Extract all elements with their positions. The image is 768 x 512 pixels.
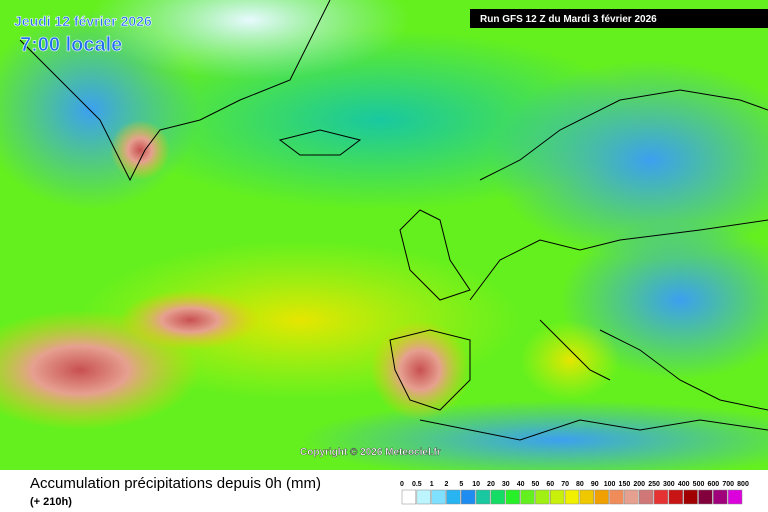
legend-swatch <box>683 489 698 505</box>
legend-label: 150 <box>619 481 631 488</box>
legend-label: 90 <box>591 481 599 488</box>
legend-swatch <box>579 489 594 505</box>
legend-label: 0.5 <box>412 481 422 488</box>
legend-swatch <box>550 489 565 505</box>
legend-label: 70 <box>561 481 569 488</box>
legend-label: 40 <box>517 481 525 488</box>
legend-label: 0 <box>400 481 404 488</box>
legend-label: 20 <box>487 481 495 488</box>
coastlines <box>19 0 768 441</box>
legend-swatch <box>727 489 743 505</box>
forecast-date: Jeudi 12 février 2026 <box>14 13 152 29</box>
legend-swatch <box>638 489 654 505</box>
legend-label: 400 <box>678 481 690 488</box>
legend-swatch <box>416 489 431 505</box>
legend-label: 600 <box>708 481 720 488</box>
forecast-time: 7:00 locale <box>20 34 122 56</box>
run-info: Run GFS 12 Z du Mardi 3 février 2026 <box>480 14 657 25</box>
legend-label: 50 <box>532 481 540 488</box>
legend-swatch <box>653 489 669 505</box>
legend-label: 700 <box>722 481 734 488</box>
legend-label: 60 <box>546 481 554 488</box>
precip-field <box>0 0 768 480</box>
footer-lead: (+ 210h) <box>30 496 72 508</box>
legend-label: 10 <box>472 481 480 488</box>
legend-swatch <box>401 489 417 505</box>
legend-label: 200 <box>633 481 645 488</box>
legend-label: 100 <box>604 481 616 488</box>
legend-swatch <box>609 489 624 505</box>
legend-swatch <box>668 489 683 505</box>
legend-label: 300 <box>663 481 675 488</box>
legend-label: 800 <box>737 481 749 488</box>
copyright: Copyright © 2026 Meteociel.fr <box>300 447 441 458</box>
legend-swatch <box>520 489 535 505</box>
legend-swatch <box>713 489 728 505</box>
run-box <box>470 9 768 28</box>
legend-swatch <box>446 489 461 505</box>
legend-swatch <box>461 489 476 505</box>
legend-swatch <box>624 489 639 505</box>
legend-swatch <box>698 489 713 505</box>
legend-label: 5 <box>459 481 463 488</box>
legend-label: 1 <box>430 481 434 488</box>
legend-label: 2 <box>445 481 449 488</box>
legend-swatch <box>535 489 550 505</box>
legend-swatch <box>475 489 491 505</box>
legend-label: 30 <box>502 481 510 488</box>
legend-label: 250 <box>648 481 660 488</box>
legend-swatch <box>594 489 609 505</box>
legend-label: 80 <box>576 481 584 488</box>
legend-swatch <box>505 489 520 505</box>
legend-swatch <box>431 489 446 505</box>
legend-swatch <box>490 489 506 505</box>
footer-title: Accumulation précipitations depuis 0h (m… <box>30 475 321 492</box>
legend-label: 500 <box>693 481 705 488</box>
legend-swatch <box>564 489 580 505</box>
